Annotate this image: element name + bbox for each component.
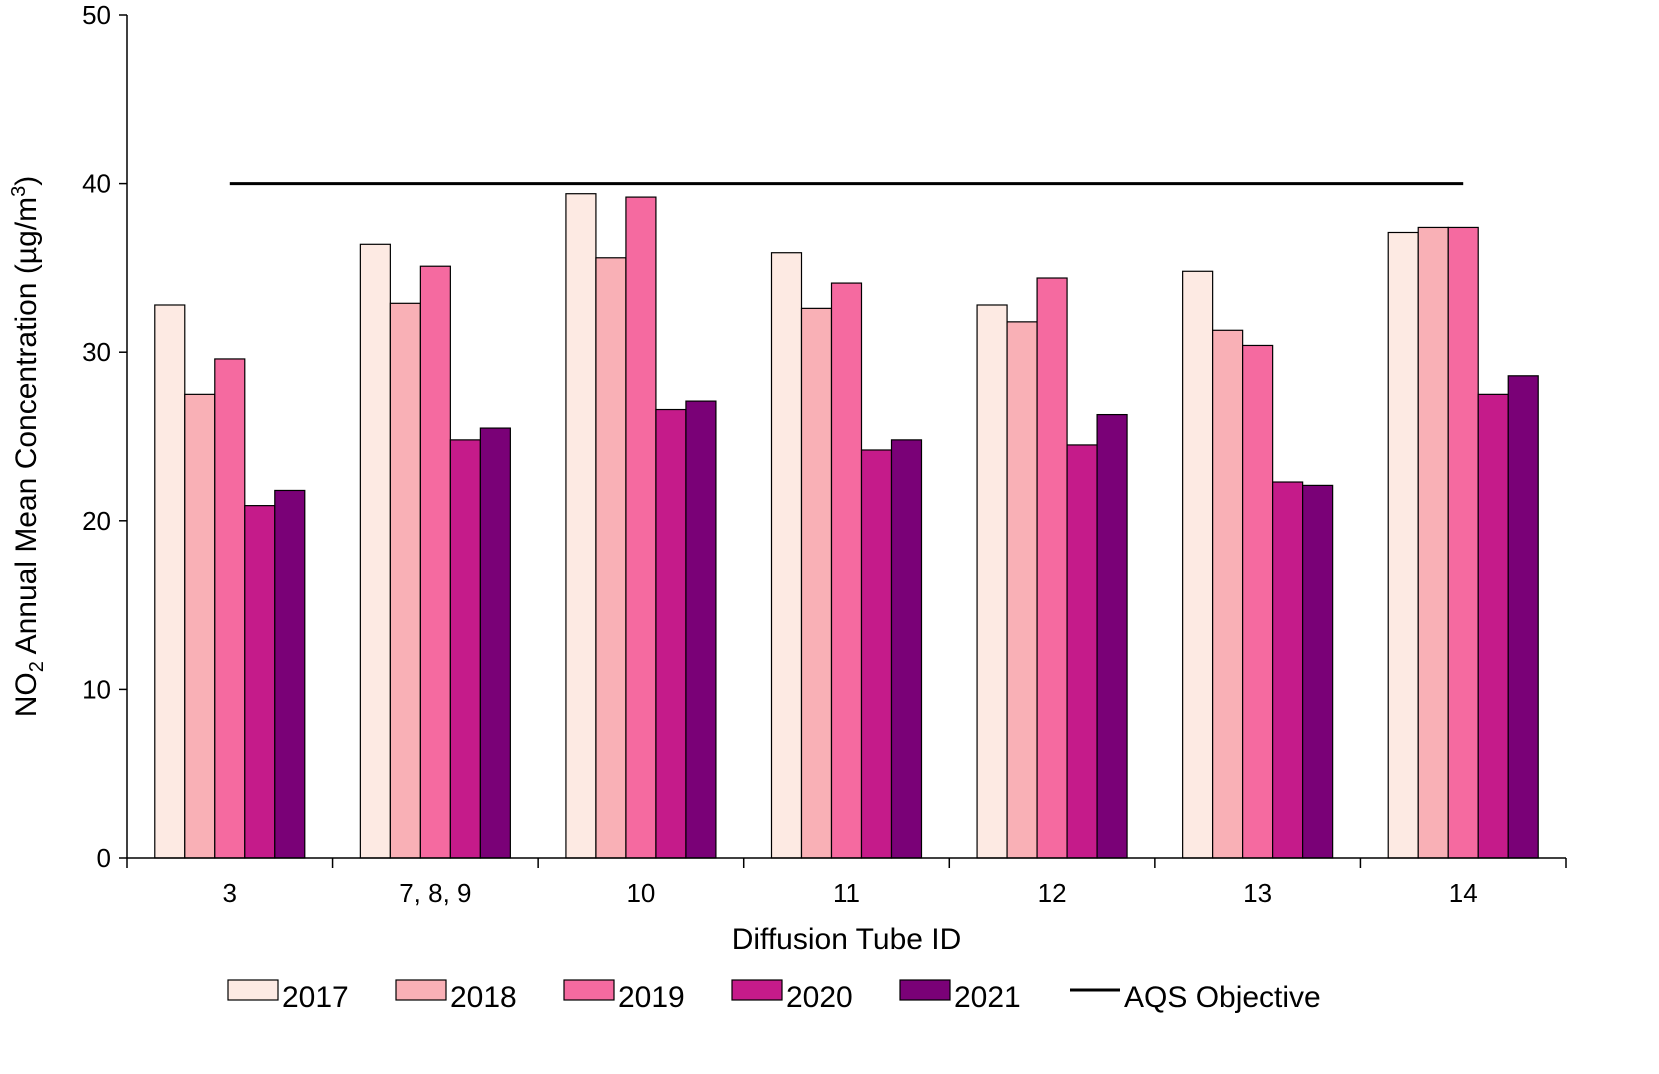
legend-swatch-2019 bbox=[563, 979, 615, 1001]
bar-2019-10 bbox=[625, 196, 657, 859]
bar-2017-11 bbox=[770, 252, 803, 859]
x-tick-label: 11 bbox=[833, 878, 860, 908]
bar-2018-11 bbox=[800, 307, 833, 859]
bar-2018-3 bbox=[184, 393, 216, 859]
legend-swatch-2018 bbox=[395, 979, 447, 1001]
bar-2018-14 bbox=[1417, 226, 1449, 859]
y-tick-label: 50 bbox=[82, 0, 111, 30]
x-tick-label: 7, 8, 9 bbox=[399, 878, 471, 908]
legend-label-2017: 2017 bbox=[282, 981, 349, 1014]
x-tick-label: 10 bbox=[626, 878, 655, 908]
x-tick-label: 14 bbox=[1449, 878, 1478, 908]
bar-2021-13 bbox=[1302, 484, 1334, 859]
bar-2021-7-8-9 bbox=[479, 427, 511, 859]
legend-label-2021: 2021 bbox=[954, 981, 1021, 1014]
labels-layer: 3 7, 8, 9 10 11 12 13 14 0 10 20 30 40 50 bbox=[82, 0, 1478, 908]
bar-2020-11 bbox=[860, 449, 893, 859]
x-tick-label: 12 bbox=[1038, 878, 1067, 908]
bar-2017-7-8-9 bbox=[359, 243, 391, 859]
bar-2017-14 bbox=[1387, 231, 1419, 859]
y-axis-title-prefix: NO bbox=[10, 672, 43, 717]
y-tick-label: 20 bbox=[82, 506, 111, 536]
y-tick-label: 30 bbox=[82, 337, 111, 367]
bar-2020-13 bbox=[1272, 481, 1304, 859]
bar-2017-12 bbox=[976, 304, 1008, 859]
y-axis-title-subscript: 2 bbox=[26, 661, 48, 672]
bar-2019-3 bbox=[214, 358, 246, 859]
x-axis-title: Diffusion Tube ID bbox=[732, 923, 962, 956]
bar-2021-14 bbox=[1507, 375, 1539, 859]
bar-2017-3 bbox=[154, 304, 186, 859]
bar-2020-3 bbox=[244, 505, 276, 859]
bar-2021-11 bbox=[890, 439, 923, 859]
legend-swatch-2017 bbox=[227, 979, 279, 1001]
bar-2019-13 bbox=[1242, 344, 1274, 859]
y-axis-title-superscript: 3 bbox=[8, 186, 30, 197]
y-tick-label: 0 bbox=[97, 843, 111, 873]
bar-2019-14 bbox=[1447, 226, 1479, 859]
y-tick-label: 40 bbox=[82, 169, 111, 199]
bar-2020-14 bbox=[1477, 393, 1509, 859]
bar-2019-7-8-9 bbox=[419, 265, 451, 859]
bar-2020-7-8-9 bbox=[449, 439, 481, 859]
legend: 2017 2018 2019 2020 2021 AQS Objective bbox=[227, 979, 1321, 1014]
bar-2019-12 bbox=[1036, 277, 1068, 859]
legend-label-aqs-objective: AQS Objective bbox=[1124, 981, 1321, 1014]
y-axis-title-suffix: ) bbox=[10, 176, 43, 186]
legend-label-2019: 2019 bbox=[618, 981, 685, 1014]
bar-2020-10 bbox=[655, 408, 687, 859]
bar-2021-3 bbox=[274, 489, 306, 859]
bar-2017-13 bbox=[1182, 270, 1214, 859]
legend-swatch-2020 bbox=[731, 979, 783, 1001]
bar-2018-10 bbox=[595, 257, 627, 859]
bar-2021-12 bbox=[1096, 413, 1128, 859]
legend-swatch-2021 bbox=[899, 979, 951, 1001]
y-axis-title: NO2 Annual Mean Concentration (µg/m3) bbox=[8, 176, 48, 717]
bar-2018-7-8-9 bbox=[389, 302, 421, 859]
legend-label-2020: 2020 bbox=[786, 981, 853, 1014]
bars-layer bbox=[154, 193, 1539, 859]
x-tick-label: 3 bbox=[223, 878, 237, 908]
bar-2019-11 bbox=[830, 282, 863, 859]
bar-2017-10 bbox=[565, 193, 597, 859]
bar-2018-12 bbox=[1006, 321, 1038, 859]
bar-2021-10 bbox=[685, 400, 717, 859]
x-tick-label: 13 bbox=[1243, 878, 1272, 908]
y-tick-label: 10 bbox=[82, 674, 111, 704]
y-axis-title-middle: Annual Mean Concentration (µg/m bbox=[10, 197, 43, 661]
bar-2020-12 bbox=[1066, 444, 1098, 859]
legend-label-2018: 2018 bbox=[450, 981, 517, 1014]
axes-layer bbox=[119, 14, 1567, 868]
bar-2018-13 bbox=[1212, 329, 1244, 859]
